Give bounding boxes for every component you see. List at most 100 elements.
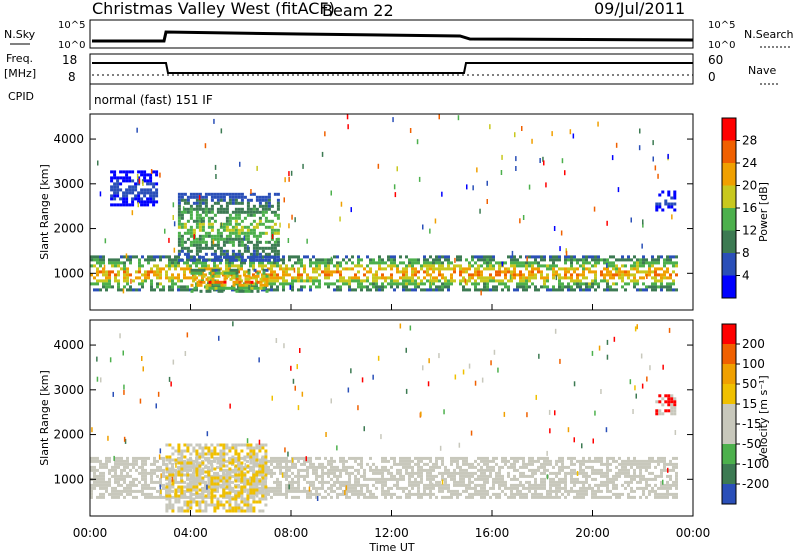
heatmap-cell [210, 491, 214, 495]
heatmap-cell [414, 270, 417, 274]
heatmap-cell [594, 255, 597, 259]
heatmap-cell [183, 192, 187, 196]
heatmap-cell [543, 456, 546, 460]
heatmap-cell [137, 170, 141, 174]
heatmap-cell [630, 258, 633, 262]
heatmap-cell [570, 288, 573, 292]
heatmap-cell [540, 495, 543, 499]
heatmap-cell [252, 509, 256, 513]
heatmap-cell [342, 456, 345, 460]
heatmap-cell [232, 280, 236, 284]
heatmap-cell [276, 462, 279, 466]
heatmap-cell [156, 495, 159, 499]
scatter-point [246, 438, 249, 444]
heatmap-cell [663, 492, 666, 496]
heatmap-cell [609, 495, 612, 499]
heatmap-cell [483, 276, 486, 280]
heatmap-cell [504, 483, 507, 487]
heatmap-cell [312, 267, 315, 271]
heatmap-cell [147, 261, 150, 265]
heatmap-cell [126, 258, 129, 262]
heatmap-cell [429, 267, 432, 271]
heatmap-cell [273, 261, 276, 265]
scatter-point [441, 191, 443, 197]
scatter-point [640, 353, 643, 359]
scatter-point [204, 143, 207, 149]
heatmap-cell [468, 480, 471, 484]
heatmap-cell [393, 282, 396, 286]
heatmap-cell [522, 282, 525, 286]
heatmap-cell [198, 255, 202, 259]
heatmap-cell [321, 474, 324, 478]
heatmap-cell [135, 462, 138, 466]
heatmap-cell [627, 282, 630, 286]
heatmap-cell [117, 288, 120, 292]
heatmap-cell [477, 267, 480, 271]
heatmap-cell [531, 462, 534, 466]
heatmap-cell [360, 456, 363, 460]
heatmap-cell [122, 176, 126, 180]
heatmap-cell [108, 282, 111, 286]
heatmap-cell [258, 219, 262, 223]
heatmap-cell [495, 492, 498, 496]
heatmap-cell [642, 261, 645, 265]
heatmap-cell [150, 285, 153, 289]
heatmap-cell [414, 279, 417, 283]
heatmap-cell [375, 288, 378, 292]
heatmap-cell [261, 509, 265, 513]
heatmap-cell [633, 267, 636, 271]
heatmap-cell [156, 468, 159, 472]
heatmap-cell [246, 446, 250, 450]
scatter-point [123, 436, 126, 442]
heatmap-cell [597, 495, 600, 499]
scatter-point [470, 430, 473, 436]
heatmap-cell [474, 492, 477, 496]
heatmap-cell [255, 500, 259, 504]
heatmap-cell [195, 491, 199, 495]
heatmap-cell [498, 495, 501, 499]
heatmap-cell [102, 255, 105, 259]
heatmap-cell [198, 204, 202, 208]
heatmap-cell [381, 273, 384, 277]
heatmap-cell [327, 492, 330, 496]
heatmap-cell [492, 258, 495, 262]
cpid-value: normal (fast) 151 IF [94, 93, 213, 107]
heatmap-cell [339, 492, 342, 496]
heatmap-cell [237, 491, 241, 495]
scatter-point [321, 151, 324, 157]
heatmap-cell [519, 492, 522, 496]
heatmap-cell [168, 285, 171, 289]
heatmap-cell [537, 465, 540, 469]
scatter-point [439, 445, 442, 451]
heatmap-cell [177, 279, 180, 283]
heatmap-cell [633, 276, 636, 280]
heatmap-cell [228, 456, 231, 460]
heatmap-cell [486, 492, 489, 496]
heatmap-cell [384, 285, 387, 289]
heatmap-cell [594, 483, 597, 487]
heatmap-cell [243, 243, 247, 247]
colorbar-segment [722, 163, 736, 186]
heatmap-cell [177, 252, 181, 256]
heatmap-cell [471, 282, 474, 286]
heatmap-cell [642, 258, 645, 262]
heatmap-cell [570, 462, 573, 466]
heatmap-cell [207, 219, 211, 223]
heatmap-cell [621, 273, 624, 277]
heatmap-cell [123, 279, 126, 283]
heatmap-cell [381, 267, 384, 271]
scatter-point [294, 385, 296, 391]
heatmap-cell [135, 270, 138, 274]
heatmap-cell [525, 282, 528, 286]
heatmap-cell [555, 462, 558, 466]
heatmap-cell [264, 252, 268, 256]
heatmap-cell [207, 485, 211, 489]
heatmap-cell [336, 279, 339, 283]
heatmap-cell [210, 503, 214, 507]
heatmap-cell [222, 195, 226, 199]
heatmap-cell [378, 288, 381, 292]
heatmap-cell [150, 258, 153, 262]
heatmap-cell [670, 412, 674, 416]
scatter-point [249, 477, 251, 483]
heatmap-cell [561, 267, 564, 271]
